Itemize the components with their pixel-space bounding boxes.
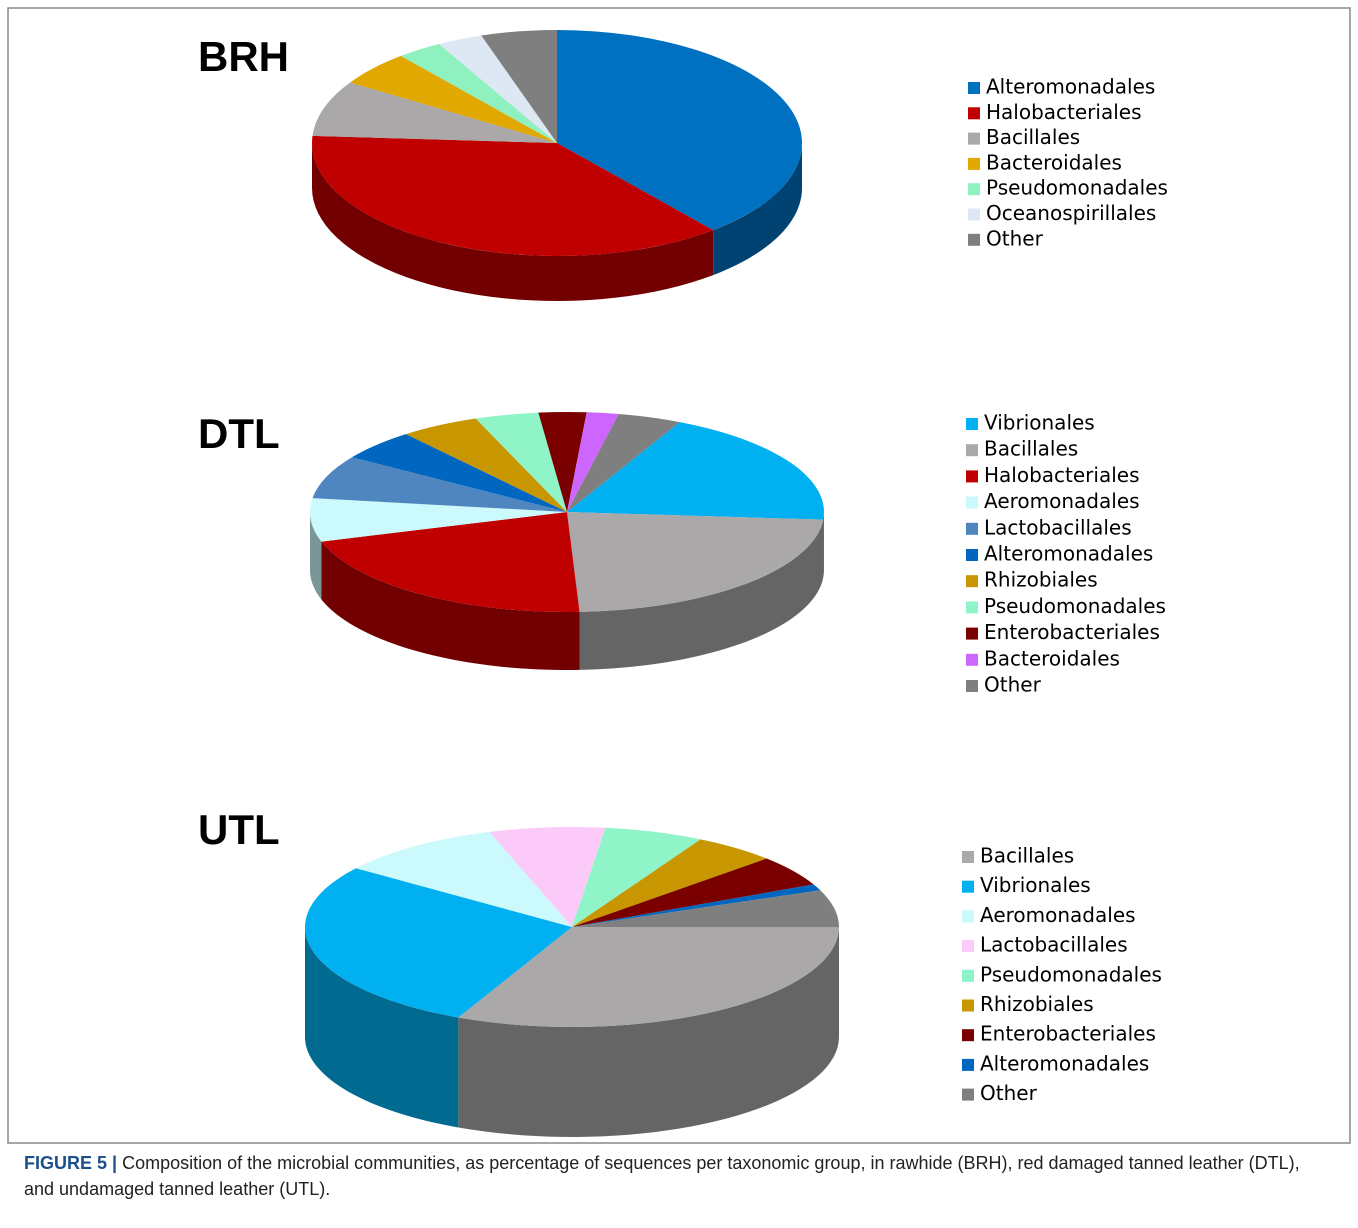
legend-swatch — [966, 444, 978, 457]
frame — [7, 7, 1351, 1144]
legend-swatch — [966, 627, 978, 640]
legend-label: Rhizobiales — [984, 568, 1098, 592]
pie-slice — [305, 868, 572, 1018]
legend-swatch — [966, 549, 978, 561]
legend-label: Bacillales — [984, 437, 1078, 461]
pie-slice — [567, 512, 824, 612]
legend-swatch — [968, 132, 980, 145]
pie-slice — [567, 422, 824, 520]
legend-label: Bacteroidales — [984, 646, 1120, 670]
legend-label: Rhizobiales — [980, 992, 1094, 1016]
legend-label: Vibrionales — [980, 873, 1091, 897]
legend-swatch — [968, 107, 980, 120]
legend-swatch — [962, 1029, 974, 1042]
legend-label: Pseudomonadales — [980, 962, 1162, 986]
pie-slice — [567, 414, 680, 512]
pie-slice — [481, 30, 557, 143]
pie-slice-side — [579, 519, 824, 670]
legend-label: Pseudomonadales — [984, 594, 1166, 618]
legend-label: Pseudomonadales — [986, 176, 1168, 200]
legend-label: Other — [984, 673, 1042, 697]
legend-label: Oceanospirillales — [986, 201, 1156, 225]
legend-label: Enterobacteriales — [984, 620, 1160, 644]
pie-slice-side — [823, 512, 824, 578]
pie-slice — [572, 839, 767, 927]
pie-slice — [557, 30, 802, 231]
legend-swatch — [966, 470, 978, 483]
legend-label: Alteromonadales — [984, 542, 1153, 566]
legend-swatch — [966, 496, 978, 509]
pie-slice-side — [458, 927, 839, 1137]
pie-slice — [475, 412, 567, 512]
legend-swatch — [968, 208, 980, 221]
pie-title: DTL — [198, 410, 280, 457]
legend-swatch — [966, 680, 978, 692]
legend-swatch — [962, 910, 974, 923]
pie-slice — [321, 512, 580, 612]
pie-slice-side — [713, 143, 802, 276]
pie-slice — [312, 457, 567, 512]
legend-label: Vibrionales — [984, 411, 1095, 435]
pie-slice-side — [310, 512, 322, 600]
legend-swatch — [962, 880, 974, 893]
legend-label: Bacillales — [986, 125, 1080, 149]
legend-label: Lactobacillales — [980, 933, 1128, 957]
pie-slice — [572, 827, 701, 927]
pie-slice — [310, 498, 567, 542]
pie-title: BRH — [198, 33, 289, 80]
pie-slice — [405, 418, 567, 512]
pie-slice-side — [321, 541, 580, 670]
legend-label: Enterobacteriales — [980, 1022, 1156, 1046]
pie-slice — [350, 55, 557, 143]
pie-slice — [572, 858, 814, 927]
legend-label: Halobacteriales — [984, 463, 1140, 487]
legend-label: Alteromonadales — [986, 75, 1155, 99]
pie-slice — [572, 890, 839, 927]
legend-label: Other — [986, 226, 1044, 250]
legend-swatch — [962, 999, 974, 1012]
legend-label: Bacillales — [980, 844, 1074, 868]
pie-slice — [312, 135, 714, 256]
pie-title: UTL — [198, 806, 280, 853]
legend-swatch — [966, 653, 978, 666]
pie-slice — [567, 412, 619, 512]
legend-swatch — [966, 601, 978, 614]
legend-swatch — [966, 418, 978, 430]
legend-label: Halobacteriales — [986, 100, 1142, 124]
pie-slice — [458, 927, 839, 1027]
legend-swatch — [968, 233, 980, 246]
legend-swatch — [968, 82, 980, 94]
legend-label: Bacteroidales — [986, 150, 1122, 174]
legend-swatch — [962, 1088, 974, 1101]
legend-label: Lactobacillales — [984, 515, 1132, 539]
pie-slice — [538, 412, 587, 512]
legend-swatch — [966, 575, 978, 588]
pie-slice — [351, 434, 567, 512]
caption-text: Composition of the microbial communities… — [24, 1153, 1300, 1199]
legend-label: Aeromonadales — [984, 489, 1140, 513]
legend-swatch — [966, 522, 978, 535]
pie-slice-side — [305, 927, 459, 1128]
pie-slice — [312, 82, 557, 143]
caption-label: FIGURE 5 | — [24, 1153, 118, 1173]
pie-slice-side — [312, 143, 714, 301]
legend-swatch — [962, 851, 974, 863]
caption: FIGURE 5 | Composition of the microbial … — [24, 1150, 1334, 1202]
legend-swatch — [968, 183, 980, 196]
legend-swatch — [962, 1058, 974, 1071]
pie-slice — [400, 43, 557, 144]
legend-swatch — [962, 940, 974, 953]
pie-slice — [355, 831, 572, 927]
legend-label: Alteromonadales — [980, 1051, 1149, 1075]
legend-swatch — [968, 157, 980, 170]
pie-slice — [489, 826, 606, 927]
pie-slice — [572, 884, 821, 927]
legend-swatch — [962, 969, 974, 982]
legend-label: Aeromonadales — [980, 903, 1136, 927]
legend-label: Other — [980, 1081, 1038, 1105]
pie-slice — [438, 35, 557, 144]
